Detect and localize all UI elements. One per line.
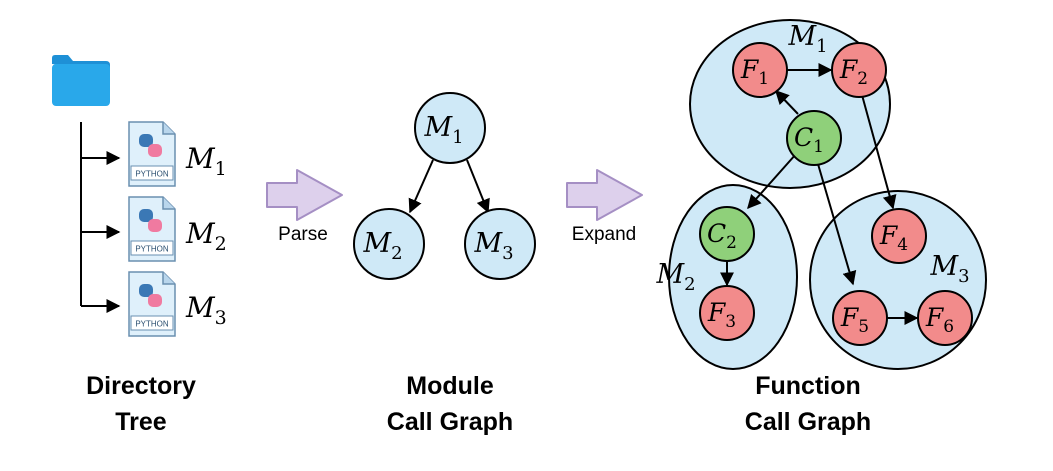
class-node-label: C2 <box>707 219 737 253</box>
module-node-label: M1 <box>423 112 463 148</box>
module-node-m3 <box>464 208 536 280</box>
function-graph-caption-line2: Call Graph <box>745 408 871 436</box>
file-label-m3: M3 <box>185 291 227 329</box>
module-node-label: M3 <box>473 228 513 264</box>
function-node-f5 <box>832 290 888 346</box>
function-node-label: F3 <box>707 298 736 332</box>
function-node-label: F2 <box>839 55 868 89</box>
directory-tree-caption-line1: Directory <box>86 372 196 400</box>
directory-tree-caption-line2: Tree <box>115 408 167 436</box>
function-call-graph: M1 M2 M3 F1 F2 C1 C2 F3 F4 F5 F6 Functio… <box>655 19 987 436</box>
function-node-label: F4 <box>879 221 908 255</box>
tree-connector-lines <box>80 122 121 313</box>
class-node-c1 <box>786 110 842 166</box>
module-container-label: M1 <box>787 21 827 57</box>
function-graph-caption-line1: Function <box>755 372 861 400</box>
module-node-label: M2 <box>362 228 402 264</box>
module-node-m1 <box>414 92 486 164</box>
function-node-f2 <box>831 42 887 98</box>
module-graph-caption-line1: Module <box>406 372 494 400</box>
class-node-label: C1 <box>794 123 824 157</box>
function-node-f4 <box>871 208 927 264</box>
function-node-label: F1 <box>740 55 769 89</box>
module-graph-edges <box>408 159 490 214</box>
file-label-m1: M1 <box>185 142 227 180</box>
python-file-icon: PYTHON <box>128 271 176 337</box>
python-badge: PYTHON <box>135 320 169 329</box>
python-badge: PYTHON <box>135 170 169 179</box>
function-node-f1 <box>732 42 788 98</box>
python-file-icon: PYTHON <box>128 196 176 262</box>
function-node-f3 <box>699 285 755 341</box>
module-node-m2 <box>353 208 425 280</box>
python-badge: PYTHON <box>135 245 169 254</box>
module-container-label: M2 <box>655 259 695 295</box>
module-call-graph: M1 M2 M3 Module Call Graph <box>353 92 536 436</box>
module-container-label: M3 <box>929 251 969 287</box>
function-node-label: F5 <box>840 303 869 337</box>
function-node-f6 <box>917 290 973 346</box>
python-file-icon: PYTHON <box>128 121 176 187</box>
function-graph-edges <box>720 63 919 325</box>
folder-icon <box>52 55 110 106</box>
function-node-label: F6 <box>925 303 954 337</box>
directory-tree: PYTHON M1 PYTHON M2 PYTHON M3 Directory … <box>52 55 227 436</box>
module-graph-caption-line2: Call Graph <box>387 408 513 436</box>
parse-label: Parse <box>278 224 328 245</box>
parse-arrow: Parse <box>266 169 343 245</box>
expand-arrow: Expand <box>566 169 643 245</box>
expand-label: Expand <box>572 224 636 245</box>
class-node-c2 <box>699 206 755 262</box>
file-label-m2: M2 <box>185 217 227 255</box>
